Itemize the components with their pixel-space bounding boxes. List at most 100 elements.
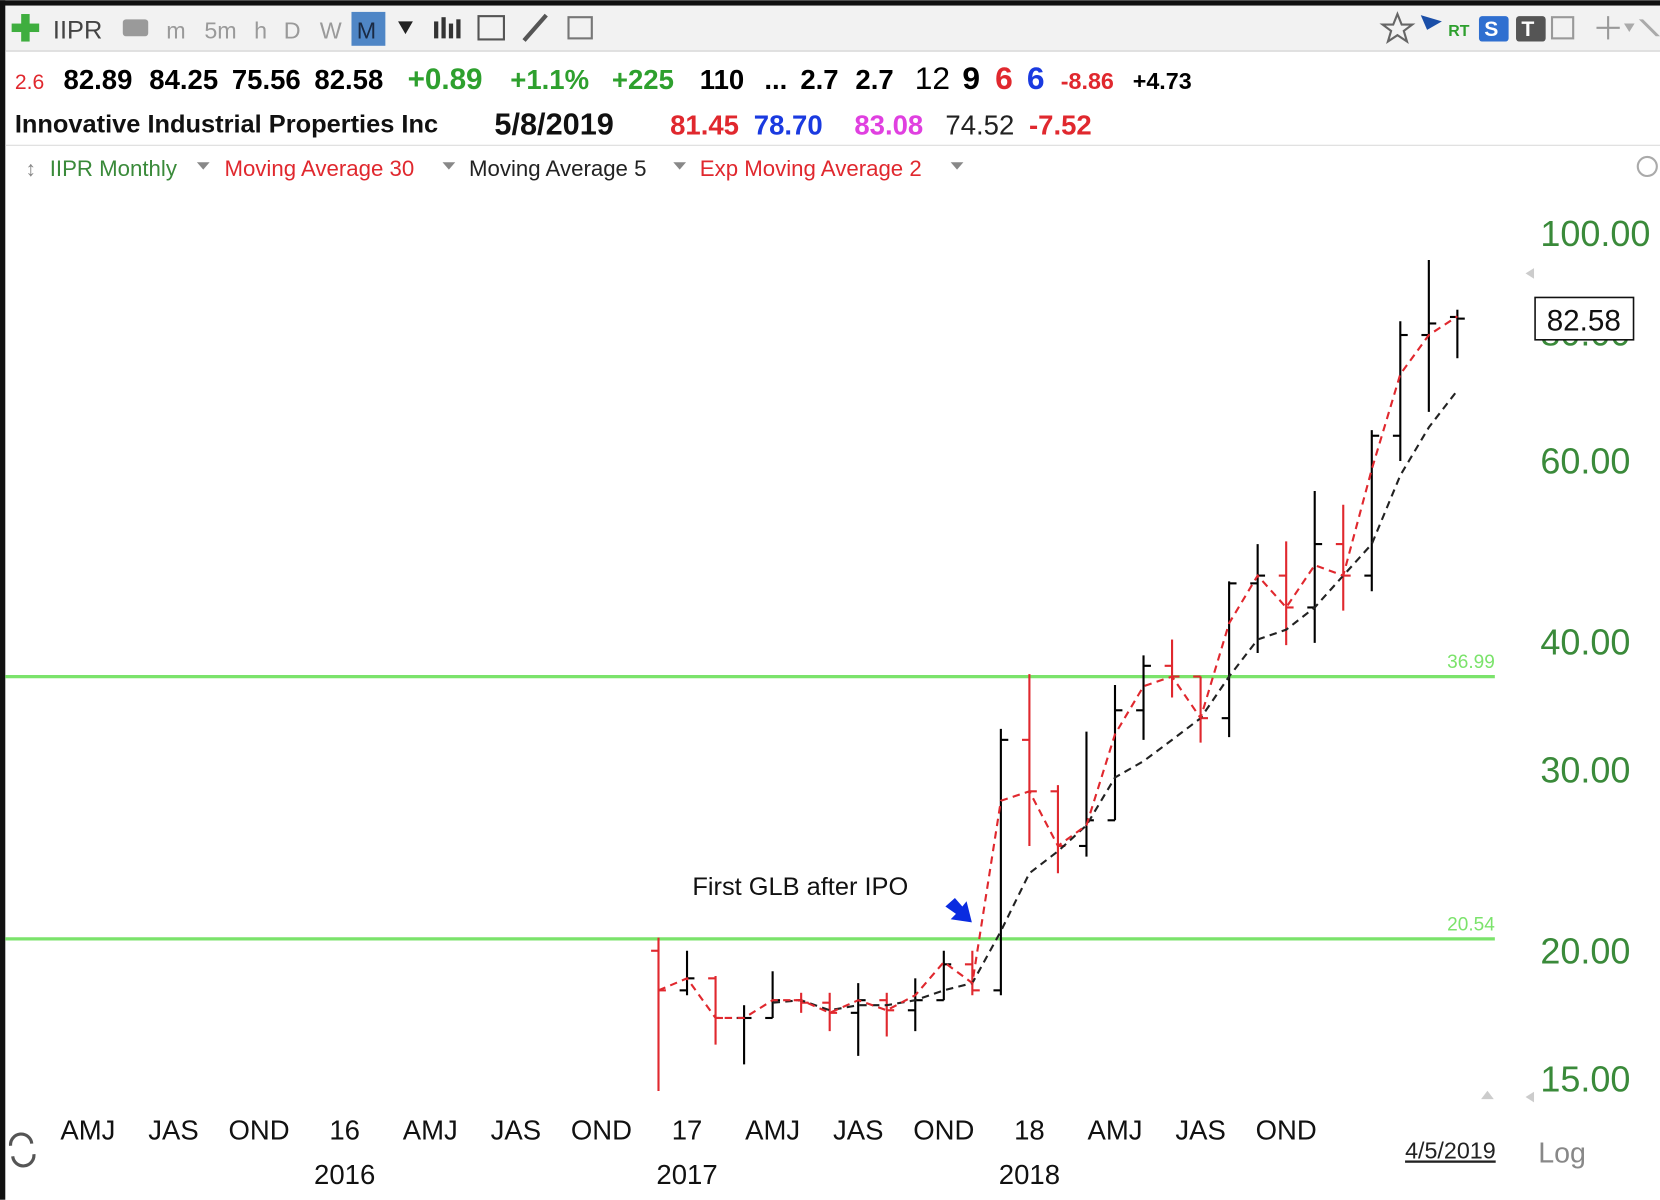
end-date: 4/5/2019: [1405, 1137, 1496, 1163]
legend-dropdown[interactable]: [673, 162, 687, 170]
quote-value: 84.25: [149, 64, 218, 95]
moving-average-line: [658, 315, 1458, 1020]
x-tick-label: AMJ: [1087, 1114, 1142, 1145]
interval-button[interactable]: M: [357, 17, 376, 43]
legend-handle: ↕: [25, 158, 36, 181]
x-tick-label: JAS: [491, 1114, 541, 1145]
y-tick-label: 20.00: [1540, 930, 1630, 971]
legend-entry[interactable]: IIPR Monthly: [50, 156, 178, 181]
settings-icon[interactable]: [1636, 155, 1658, 178]
grid-icon[interactable]: [477, 15, 505, 41]
close-icon[interactable]: [1638, 19, 1660, 37]
scroll-marker: [1525, 1091, 1535, 1103]
add-icon[interactable]: [11, 14, 40, 42]
last-price: 82.58: [1547, 304, 1621, 337]
level-label: 36.99: [1447, 652, 1495, 673]
flag-icon[interactable]: [1420, 15, 1442, 30]
quote-value: 6: [995, 60, 1013, 96]
last-price-box: [1534, 296, 1635, 341]
interval-dropdown[interactable]: [398, 21, 413, 35]
info-value: 78.70: [754, 110, 823, 141]
y-tick-label: 100.00: [1540, 213, 1650, 254]
notes-icon[interactable]: [567, 16, 593, 40]
icon-bar: [456, 19, 461, 39]
badge[interactable]: RT: [1448, 23, 1469, 40]
badge[interactable]: T: [1521, 18, 1534, 41]
info-value: 81.45: [670, 110, 739, 141]
legend-dropdown[interactable]: [196, 162, 210, 170]
interval-button[interactable]: m: [166, 17, 185, 43]
quote-value: 110: [700, 64, 744, 95]
x-tick-label: 17: [672, 1114, 703, 1145]
interval-button[interactable]: D: [284, 17, 301, 43]
interval-button[interactable]: W: [320, 17, 342, 43]
x-tick-label: AMJ: [403, 1114, 458, 1145]
x-tick-label: JAS: [833, 1114, 883, 1145]
quote-value: +1.1%: [510, 64, 589, 95]
scroll-marker: [1481, 1090, 1494, 1100]
x-group-label: 2016: [314, 1159, 375, 1190]
left-border: [0, 0, 6, 1200]
quote-value: 6: [1027, 60, 1045, 96]
print-icon[interactable]: [122, 19, 149, 37]
legend-entry[interactable]: Moving Average 30: [224, 156, 414, 181]
window-icon[interactable]: [1550, 16, 1575, 40]
menu-dropdown[interactable]: [1624, 23, 1635, 33]
quote-value: +4.73: [1133, 68, 1192, 94]
x-tick-label: OND: [1256, 1114, 1317, 1145]
x-tick-label: OND: [228, 1114, 289, 1145]
annotation: First GLB after IPO: [692, 873, 908, 901]
quote-value: 12: [915, 60, 950, 96]
x-tick-label: 16: [329, 1114, 360, 1145]
interval-button[interactable]: h: [254, 17, 267, 43]
quote-value: 2.7: [800, 64, 838, 95]
legend-entry[interactable]: Moving Average 5: [469, 156, 646, 181]
star-icon[interactable]: [1379, 11, 1416, 45]
s-badge-box[interactable]: [1478, 16, 1509, 42]
quote-value: 9: [962, 60, 980, 96]
info-value: 74.52: [945, 110, 1014, 141]
y-tick-label: 15.00: [1540, 1059, 1630, 1100]
symbol[interactable]: IIPR: [53, 16, 102, 44]
quote-value: 82.58: [314, 64, 383, 95]
badge[interactable]: S: [1484, 18, 1498, 41]
pencil-icon[interactable]: [522, 13, 548, 42]
x-tick-label: JAS: [1175, 1114, 1225, 1145]
info-value: -7.52: [1029, 110, 1092, 141]
y-tick-label: 30.00: [1540, 750, 1630, 791]
annotation-arrow: [945, 898, 972, 923]
company-name: Innovative Industrial Properties Inc: [15, 111, 438, 139]
legend-dropdown[interactable]: [950, 162, 964, 170]
quote-value: 2.6: [15, 71, 44, 94]
icon-bar: [434, 21, 439, 39]
t-badge-box[interactable]: [1516, 16, 1546, 42]
quote-value: 2.7: [855, 64, 893, 95]
toolbar-background: [0, 4, 1660, 52]
top-border: [0, 0, 1660, 6]
add-icon-bar: [11, 23, 40, 33]
legend-entry[interactable]: Exp Moving Average 2: [700, 156, 922, 181]
chart-style-icon[interactable]: [434, 17, 461, 39]
quote-value: +0.89: [408, 63, 483, 96]
quote-value: 75.56: [232, 64, 301, 95]
interval-button[interactable]: 5m: [204, 17, 236, 43]
scale-label[interactable]: Log: [1538, 1138, 1586, 1170]
quote-value: +225: [612, 64, 674, 95]
icon-bar: [448, 23, 454, 39]
x-tick-label: JAS: [148, 1114, 198, 1145]
interval-active-box: [351, 11, 386, 46]
scroll-marker: [1525, 268, 1535, 279]
y-tick-label: 60.00: [1540, 441, 1630, 482]
x-group-label: 2017: [656, 1159, 717, 1190]
x-tick-label: AMJ: [60, 1114, 115, 1145]
x-tick-label: OND: [571, 1114, 632, 1145]
legend-dropdown[interactable]: [442, 162, 456, 170]
refresh-icon[interactable]: [8, 1132, 36, 1168]
x-tick-label: AMJ: [745, 1114, 800, 1145]
icon-bar: [441, 17, 446, 39]
quote-date: 5/8/2019: [494, 107, 613, 142]
x-tick-label: OND: [913, 1114, 974, 1145]
